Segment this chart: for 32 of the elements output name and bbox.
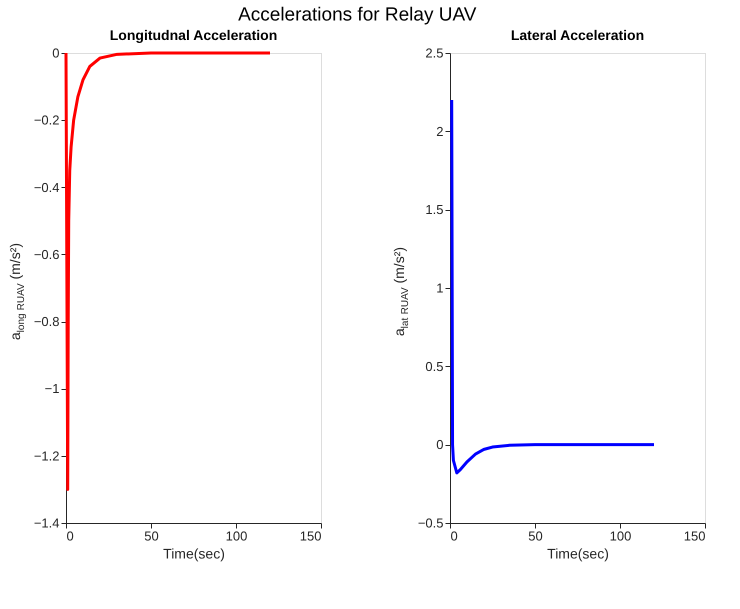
y-tick-label: −0.2 xyxy=(34,112,60,128)
y-tick-label: −0.8 xyxy=(34,314,60,330)
y-tick-label: 0 xyxy=(52,46,60,60)
y-tick-label: 1 xyxy=(436,280,444,296)
y-tick-label: −0.5 xyxy=(418,516,444,530)
y-axis-title: alongRUAV (m/s²) xyxy=(7,242,27,340)
y-tick-label: 2 xyxy=(436,124,444,139)
y-tick-label: 1.5 xyxy=(425,202,444,218)
x-tick-label: 0 xyxy=(450,528,458,544)
x-tick-label: 50 xyxy=(528,528,543,544)
y-tick-label: 0 xyxy=(436,437,444,452)
chart-title: Lateral Acceleration xyxy=(510,27,644,43)
line-series xyxy=(64,52,272,491)
y-tick-label: −1.2 xyxy=(34,448,60,464)
y-tick-label: −0.4 xyxy=(34,180,60,195)
y-tick-label: 0.5 xyxy=(425,358,444,374)
x-tick-label: 50 xyxy=(144,528,159,544)
x-tick-label: 100 xyxy=(610,528,632,544)
x-tick-label: 100 xyxy=(226,528,248,544)
line-series xyxy=(450,98,656,474)
x-tick-label: 150 xyxy=(300,528,322,544)
y-tick-label: −1 xyxy=(44,381,60,396)
x-tick-label: 150 xyxy=(684,528,706,544)
y-tick-label: 2.5 xyxy=(425,46,444,60)
x-axis-title: Time(sec) xyxy=(547,546,609,562)
y-tick-label: −1.4 xyxy=(34,516,60,530)
y-tick-label: −0.6 xyxy=(34,246,60,262)
x-tick-label: 0 xyxy=(66,528,74,544)
chart-title: Longitudnal Acceleration xyxy=(110,27,278,43)
y-axis-title: alatRUAV (m/s²) xyxy=(391,246,411,336)
text: Accelerations for Relay UAV xyxy=(238,4,477,26)
x-axis-title: Time(sec) xyxy=(163,546,225,562)
